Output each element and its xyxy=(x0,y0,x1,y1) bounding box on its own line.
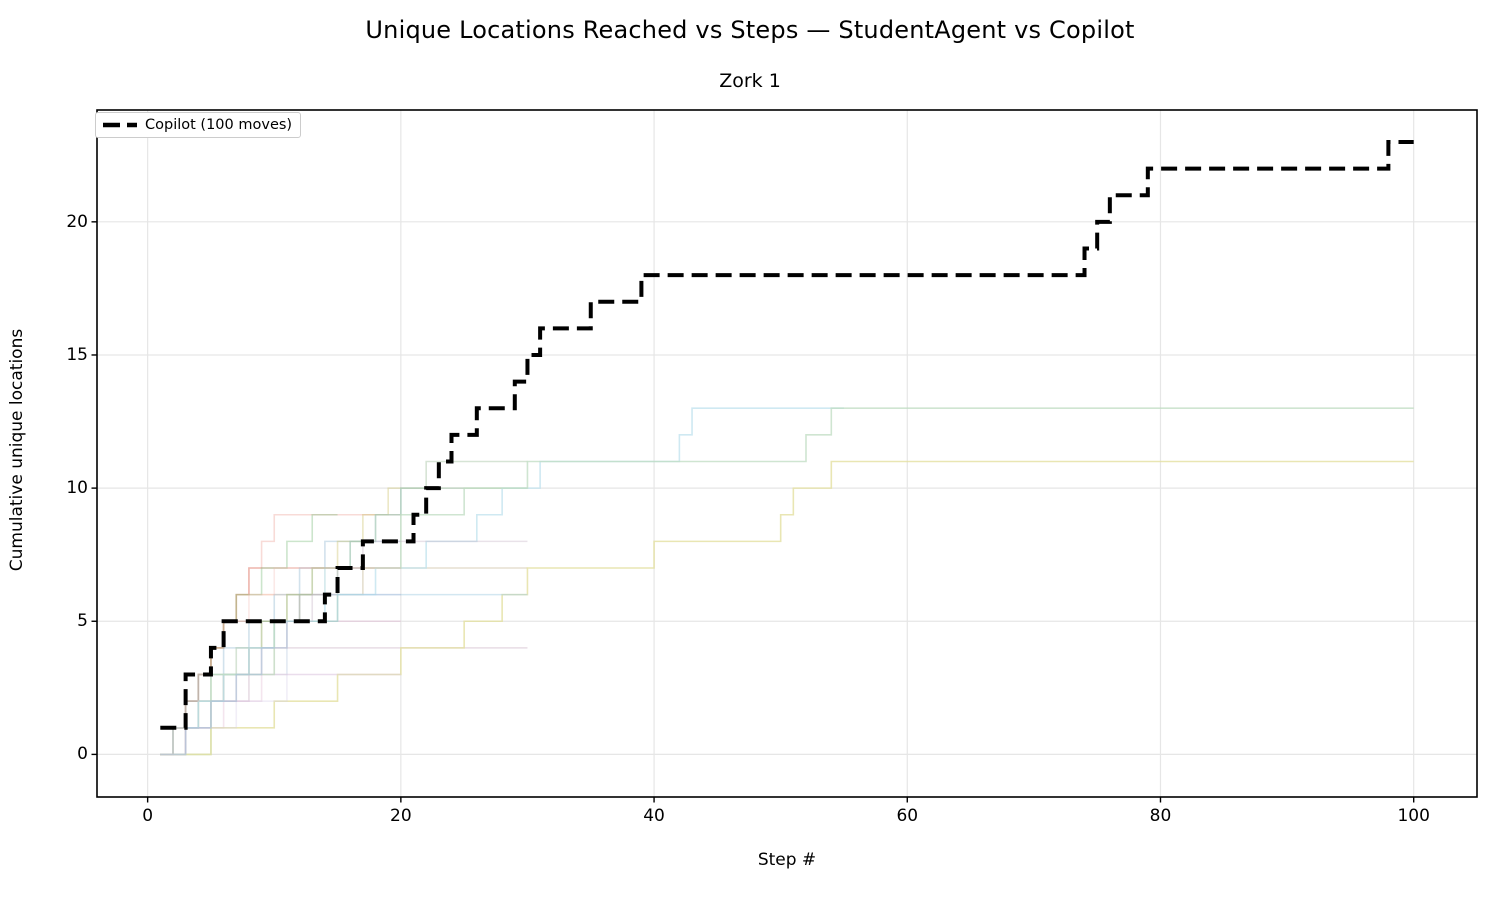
series-line-copilot xyxy=(160,139,1414,730)
y-tick-label: 15 xyxy=(66,344,88,365)
y-tick-label: 5 xyxy=(77,611,88,632)
y-tick-label: 20 xyxy=(66,211,88,232)
x-tick-label: 100 xyxy=(1397,806,1430,826)
series-line-studentagent xyxy=(160,593,528,756)
legend-entry-label: Copilot (100 moves) xyxy=(145,117,293,133)
legend-line-swatch xyxy=(103,122,137,128)
y-axis-label: Cumulative unique locations xyxy=(7,328,27,572)
x-tick-label: 20 xyxy=(390,806,412,826)
chart-legend[interactable]: Copilot (100 moves) xyxy=(95,112,302,138)
x-axis-label: Step # xyxy=(757,850,817,870)
series-line-studentagent xyxy=(160,460,1414,756)
series-line-studentagent xyxy=(160,673,401,756)
x-tick-label: 40 xyxy=(643,806,665,826)
series-line-studentagent xyxy=(160,513,338,756)
axes-title: Zork 1 xyxy=(719,70,781,92)
figure-suptitle: Unique Locations Reached vs Steps — Stud… xyxy=(365,16,1135,44)
y-tick-label: 10 xyxy=(66,478,88,499)
y-tick-label: 0 xyxy=(77,744,88,765)
series-line-studentagent xyxy=(160,673,401,756)
x-tick-label: 80 xyxy=(1149,806,1172,826)
x-tick-label: 60 xyxy=(896,806,919,826)
x-tick-label: 0 xyxy=(142,806,154,826)
axes-spines xyxy=(96,109,1478,798)
plot-background xyxy=(97,110,1477,797)
